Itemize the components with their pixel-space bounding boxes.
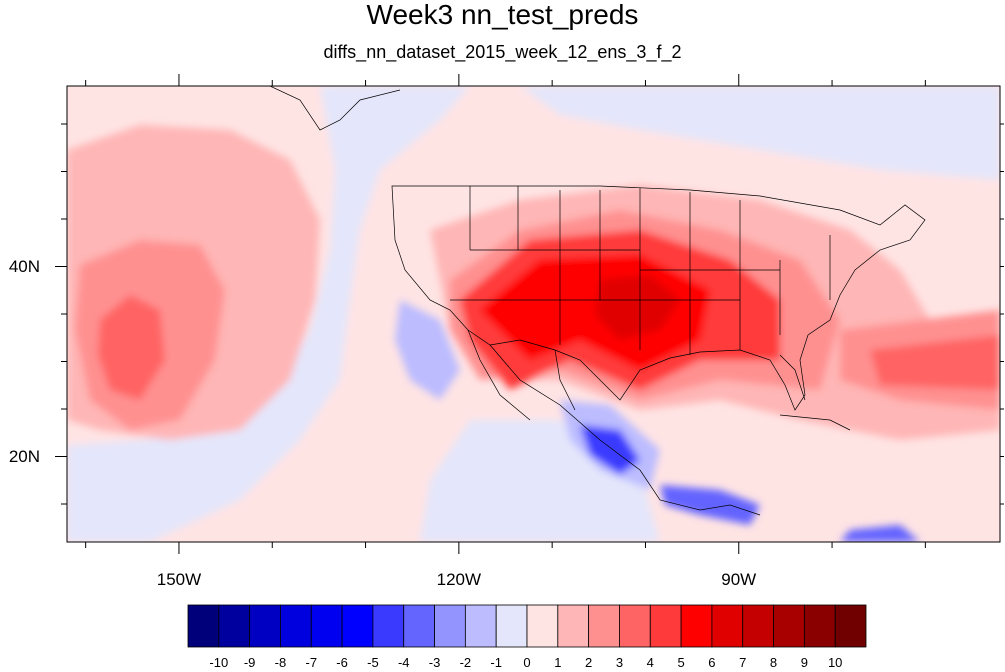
colorbar-swatch bbox=[803, 604, 836, 648]
colorbar-tick-label: 1 bbox=[554, 655, 562, 670]
axis-ticks bbox=[55, 74, 1004, 554]
colorbar-tick-label: 10 bbox=[827, 655, 843, 670]
north-blue-region bbox=[520, 86, 1000, 180]
canada-coast bbox=[269, 86, 401, 131]
colorbar-tick-label: 6 bbox=[708, 655, 716, 670]
colorbar-swatch bbox=[280, 604, 312, 648]
lat-label: 40N bbox=[8, 256, 40, 276]
colorbar-swatch bbox=[619, 604, 651, 648]
colorbar-swatch bbox=[526, 604, 559, 648]
colorbar-tick-label: -7 bbox=[305, 655, 318, 670]
baja-negative bbox=[395, 300, 460, 400]
colorbar-swatch bbox=[464, 604, 497, 648]
colorbar-swatch bbox=[588, 604, 620, 648]
colorbar-tick-label: -10 bbox=[209, 655, 229, 670]
mexico-outline bbox=[489, 344, 761, 516]
colorbar-swatch bbox=[310, 604, 343, 648]
colorbar-swatch bbox=[711, 604, 744, 648]
colorbar-swatch bbox=[834, 604, 867, 648]
map-subtitle: diffs_nn_dataset_2015_week_12_ens_3_f_2 bbox=[323, 42, 682, 62]
us-positive-peak bbox=[595, 275, 680, 340]
lat-label: 20N bbox=[8, 446, 40, 466]
colorbar-tick-label: -9 bbox=[243, 655, 256, 670]
pacific-negative-band bbox=[67, 86, 470, 542]
colorbar-swatch bbox=[218, 604, 251, 648]
colorbar-swatch bbox=[773, 604, 805, 648]
colorbar-tick-label: 4 bbox=[646, 655, 654, 670]
colorbar-swatch bbox=[557, 604, 590, 648]
colorbar-swatch bbox=[372, 604, 405, 648]
baja-outline bbox=[467, 329, 531, 421]
colorbar-tick-label: 7 bbox=[739, 655, 747, 670]
central-america-negative bbox=[660, 485, 760, 525]
colorbar-swatch bbox=[341, 604, 374, 648]
pacific-positive-peak bbox=[98, 295, 165, 400]
colorbar-swatch bbox=[680, 604, 713, 648]
lon-label: 150W bbox=[156, 570, 202, 589]
colorbar-tick-label: 3 bbox=[615, 655, 624, 670]
political-borders bbox=[269, 86, 926, 516]
colorbar-tick-label: -6 bbox=[336, 655, 348, 670]
colorbar-swatch bbox=[434, 604, 466, 648]
colorbar-tick-label: 9 bbox=[800, 655, 808, 670]
colorbar-swatch bbox=[495, 604, 528, 648]
colorbar-tick-label: -5 bbox=[367, 655, 379, 670]
colorbar-swatch bbox=[742, 604, 774, 648]
cuba bbox=[779, 414, 851, 431]
us-outline bbox=[391, 185, 926, 411]
map-title: Week3 nn_test_preds bbox=[366, 0, 639, 30]
colorbar-tick-label: -2 bbox=[459, 655, 472, 670]
colorbar-tick-label: -3 bbox=[428, 655, 441, 670]
colorbar-tick-label: 0 bbox=[523, 655, 531, 670]
colorbar-tick-label: 8 bbox=[769, 655, 778, 670]
lon-label: 120W bbox=[436, 570, 482, 589]
lon-label: 90W bbox=[721, 570, 757, 589]
colorbar-swatch bbox=[403, 604, 435, 648]
colorbar-swatch bbox=[649, 604, 682, 648]
colorbar-swatch bbox=[187, 604, 220, 648]
anomaly-field bbox=[67, 86, 1000, 542]
colorbar-tick-label: 5 bbox=[677, 655, 685, 670]
colorbar-tick-label: -4 bbox=[397, 655, 410, 670]
florida bbox=[779, 354, 806, 401]
atlantic-positive-core bbox=[870, 335, 1000, 390]
state-borders bbox=[450, 186, 831, 355]
colorbar-tick-label: -1 bbox=[490, 655, 502, 670]
colorbar bbox=[187, 604, 867, 648]
colorbar-swatch bbox=[249, 604, 281, 648]
colorbar-tick-label: 2 bbox=[585, 655, 593, 670]
far-southeast-negative bbox=[840, 525, 920, 542]
colorbar-tick-label: -8 bbox=[274, 655, 287, 670]
gulf-mexico-strong-negative bbox=[580, 425, 640, 475]
